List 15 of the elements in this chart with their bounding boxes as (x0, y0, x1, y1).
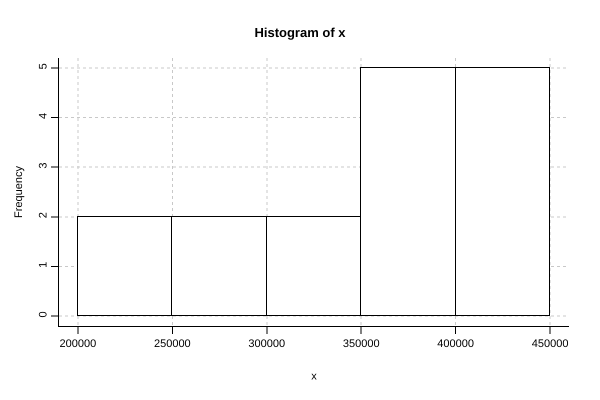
chart-title: Histogram of x (254, 25, 346, 40)
x-tick-label: 450000 (532, 338, 568, 350)
y-tick-label: 4 (38, 112, 50, 119)
y-tick-label: 0 (38, 311, 50, 318)
x-tick-label: 300000 (248, 338, 286, 350)
y-axis-title: Frequency (13, 166, 26, 218)
y-tick-label: 3 (38, 162, 50, 169)
y-tick-label: 5 (38, 63, 50, 70)
y-tick-label: 2 (38, 212, 50, 218)
x-tick-label: 350000 (342, 338, 380, 350)
x-tick-label: 400000 (437, 338, 474, 350)
x-tick-label: 200000 (60, 338, 96, 350)
x-tick-label: 250000 (154, 338, 191, 350)
x-axis-title: x (311, 370, 318, 382)
y-tick-label: 1 (38, 262, 50, 268)
